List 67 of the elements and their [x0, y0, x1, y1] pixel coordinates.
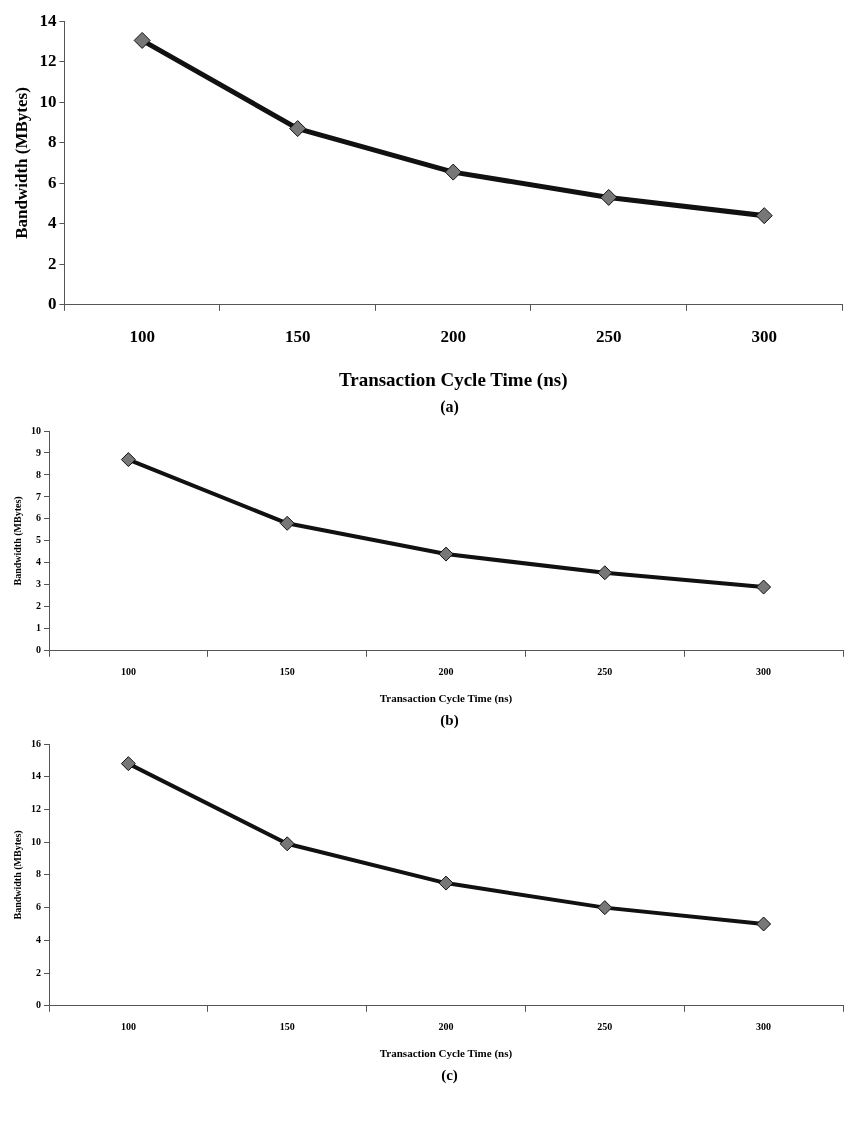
point — [600, 188, 618, 206]
x-axis-title: Transaction Cycle Time (ns) — [379, 692, 513, 706]
y-tick-label: 8 — [36, 468, 41, 480]
y-tick-label: 4 — [36, 556, 41, 568]
y-tick-label: 0 — [36, 999, 41, 1011]
x-tick-label: 150 — [279, 666, 295, 678]
point — [597, 565, 613, 581]
point — [120, 452, 136, 468]
x-tick-label: 100 — [129, 327, 155, 347]
y-tick-label: 6 — [36, 512, 41, 524]
point — [756, 916, 772, 932]
y-axis-title: Bandwidth (MBytes) — [11, 496, 24, 586]
y-tick-label: 10 — [31, 835, 41, 847]
y-tick-label: 8 — [36, 868, 41, 880]
y-tick-label: 9 — [36, 446, 41, 458]
point — [597, 900, 613, 916]
y-tick-label: 16 — [31, 737, 41, 749]
y-axis-title: Bandwidth (MBytes) — [11, 830, 24, 920]
y-tick-label: 12 — [39, 51, 57, 71]
x-tick-label: 200 — [440, 327, 466, 347]
x-tick-label: 250 — [597, 1021, 613, 1033]
y-tick-label: 5 — [36, 534, 41, 546]
y-tick-label: 14 — [39, 10, 57, 30]
x-tick-label: 100 — [120, 1021, 136, 1033]
y-tick-label: 6 — [36, 901, 41, 913]
text: (c) — [440, 1067, 459, 1084]
x-axis-title: Transaction Cycle Time (ns) — [379, 1047, 513, 1061]
y-tick-label: 1 — [36, 622, 41, 634]
y-axis-title: Bandwidth (MBytes) — [11, 87, 31, 239]
point — [756, 579, 772, 595]
point — [438, 875, 454, 891]
x-tick-label: 300 — [751, 327, 777, 347]
y-tick-label: 10 — [39, 91, 57, 111]
point — [444, 163, 462, 181]
x-axis-title: Transaction Cycle Time (ns) — [338, 368, 568, 391]
point — [755, 207, 773, 225]
y-tick-label: 3 — [36, 578, 41, 590]
point — [279, 515, 295, 531]
x-tick-label: 200 — [438, 1021, 454, 1033]
x-tick-label: 150 — [279, 1021, 295, 1033]
x-tick-label: 300 — [756, 1021, 772, 1033]
text: (a) — [439, 398, 460, 416]
point — [438, 546, 454, 562]
point — [133, 31, 151, 49]
point — [120, 756, 136, 772]
y-tick-label: 7 — [36, 490, 41, 502]
y-tick-label: 12 — [31, 803, 41, 815]
y-tick-label: 10 — [31, 424, 41, 436]
y-tick-label: 2 — [36, 600, 41, 612]
x-tick-label: 250 — [595, 327, 622, 347]
y-tick-label: 4 — [47, 213, 57, 233]
x-tick-label: 150 — [284, 327, 311, 347]
point — [279, 836, 295, 852]
y-tick-label: 0 — [47, 294, 57, 314]
point — [289, 120, 307, 138]
y-tick-label: 2 — [47, 253, 57, 273]
y-tick-label: 6 — [47, 172, 57, 192]
y-tick-label: 2 — [36, 966, 41, 978]
y-tick-label: 0 — [36, 644, 41, 656]
x-tick-label: 250 — [597, 666, 613, 678]
y-tick-label: 8 — [47, 132, 57, 152]
x-tick-label: 200 — [438, 666, 454, 678]
text: (b) — [439, 712, 460, 729]
x-tick-label: 100 — [120, 666, 136, 678]
y-tick-label: 4 — [36, 933, 41, 945]
x-tick-label: 300 — [756, 666, 772, 678]
y-tick-label: 14 — [31, 770, 41, 782]
